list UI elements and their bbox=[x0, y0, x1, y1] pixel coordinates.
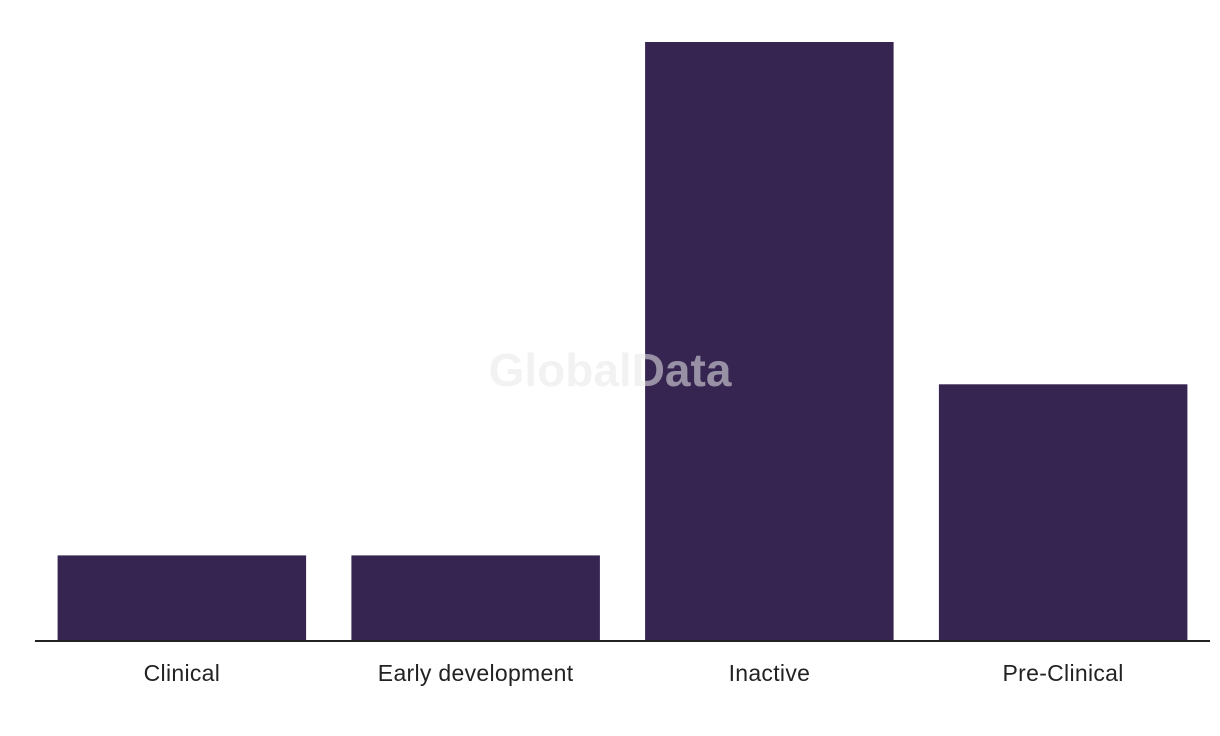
x-tick-label-early-development: Early development bbox=[378, 660, 574, 686]
bar-inactive bbox=[645, 42, 894, 641]
x-tick-label-clinical: Clinical bbox=[144, 660, 221, 686]
bar-early-development bbox=[351, 555, 600, 641]
bar-clinical bbox=[57, 555, 307, 641]
x-tick-label-pre-clinical: Pre-Clinical bbox=[1003, 660, 1124, 686]
x-tick-label-inactive: Inactive bbox=[729, 660, 811, 686]
bar-pre-clinical bbox=[938, 384, 1188, 641]
watermark: GlobalData bbox=[489, 344, 732, 396]
category-labels: Clinical Early development Inactive Pre-Cli… bbox=[144, 660, 1124, 686]
bars-layer bbox=[57, 42, 1188, 641]
